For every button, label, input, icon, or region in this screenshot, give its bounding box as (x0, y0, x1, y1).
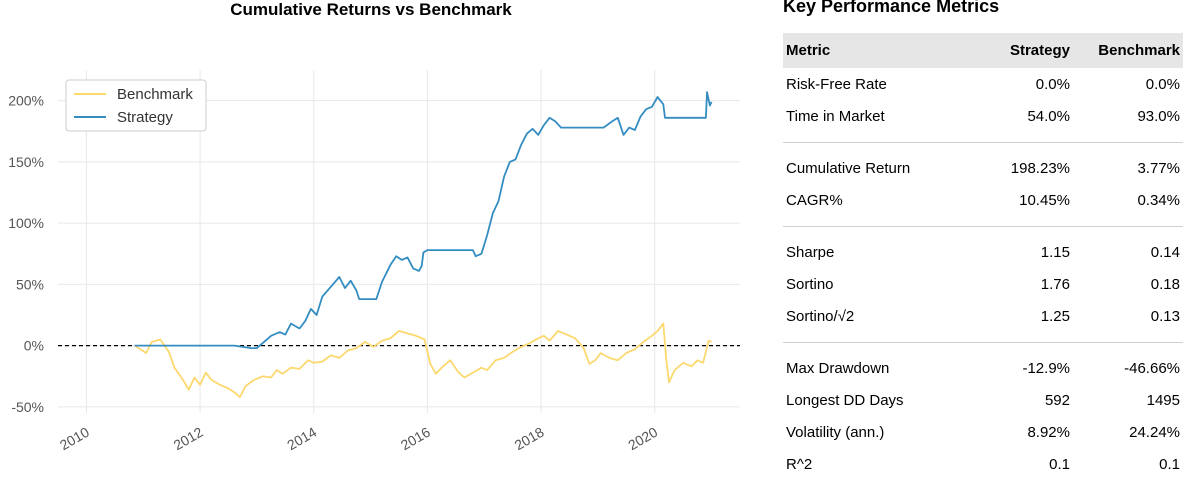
x-tick-label: 2018 (512, 424, 547, 454)
metric-name: Sortino (786, 275, 834, 293)
strategy-value: 10.45% (1019, 191, 1070, 209)
metric-row: Sortino 1.76 0.18 (783, 268, 1183, 300)
benchmark-value: 0.0% (1145, 75, 1180, 93)
header-metric: Metric (783, 33, 963, 68)
legend-label-benchmark: Benchmark (117, 86, 193, 103)
strategy-value: 0.1 (1049, 455, 1070, 473)
metric-row: Sharpe 1.15 0.14 (783, 236, 1183, 268)
header-strategy: Strategy (963, 33, 1073, 68)
x-tick-label: 2016 (398, 424, 433, 454)
x-tick-label: 2012 (171, 424, 206, 454)
strategy-value: 592 (1044, 391, 1070, 409)
metric-row: Sortino/√2 1.25 0.13 (783, 300, 1183, 332)
metric-row: R^2 0.1 0.1 (783, 448, 1183, 480)
metric-name: Max Drawdown (786, 359, 890, 377)
group-divider (783, 216, 1183, 236)
strategy-value: -12.9% (1022, 359, 1070, 377)
metrics-body: Risk-Free Rate 0.0% 0.0% Time in Market 54.0… (783, 68, 1183, 480)
header-benchmark: Benchmark (1073, 33, 1183, 68)
y-tick-label: 100% (8, 215, 44, 231)
chart-title: Cumulative Returns vs Benchmark (230, 0, 512, 19)
y-tick-label: 200% (8, 93, 44, 109)
series-benchmark-line (134, 322, 712, 398)
strategy-value: 1.25 (1040, 307, 1070, 325)
legend-label-strategy: Strategy (117, 109, 173, 126)
benchmark-value: 1495 (1146, 391, 1180, 409)
metric-name: Risk-Free Rate (786, 75, 887, 93)
metrics-title: Key Performance Metrics (783, 0, 1000, 16)
x-tick-label: 2010 (57, 424, 92, 454)
strategy-value: 0.0% (1035, 75, 1070, 93)
benchmark-value: -46.66% (1124, 359, 1180, 377)
legend-box (65, 79, 207, 132)
y-tick-label: 50% (16, 276, 44, 292)
metric-name: R^2 (786, 455, 813, 473)
chart-legend: Benchmark Strategy (65, 79, 207, 132)
metric-name: Longest DD Days (786, 391, 904, 409)
y-tick-label: 0% (24, 338, 44, 354)
chart-canvas: Cumulative Returns vs Benchmark -50% 0% 50… (8, 0, 740, 454)
series-strategy-line (134, 91, 713, 349)
y-axis-ticks: -50% 0% 50% 100% 150% 200% (8, 93, 44, 415)
metric-row: Max Drawdown -12.9% -46.66% (783, 352, 1183, 384)
benchmark-value: 0.18 (1150, 275, 1180, 293)
strategy-value: 198.23% (1010, 159, 1070, 177)
benchmark-value: 24.24% (1129, 423, 1180, 441)
y-tick-label: 150% (8, 154, 44, 170)
metric-name: Sharpe (786, 243, 835, 261)
metric-row: Volatility (ann.) 8.92% 24.24% (783, 416, 1183, 448)
metric-row: Cumulative Return 198.23% 3.77% (783, 152, 1183, 184)
x-tick-label: 2020 (625, 424, 660, 454)
benchmark-value: 0.14 (1150, 243, 1180, 261)
metric-row: Longest DD Days 592 1495 (783, 384, 1183, 416)
cumulative-returns-chart: Cumulative Returns vs Benchmark -50% 0% 50… (8, 0, 740, 454)
series-lines (134, 91, 713, 398)
metric-row: CAGR% 10.45% 0.34% (783, 184, 1183, 216)
benchmark-value: 0.13 (1150, 307, 1180, 325)
benchmark-value: 93.0% (1137, 107, 1180, 125)
benchmark-value: 0.34% (1137, 191, 1180, 209)
metric-name: Cumulative Return (786, 159, 911, 177)
metric-name: Volatility (ann.) (786, 423, 885, 441)
metrics-header-row: Metric Strategy Benchmark (783, 33, 1183, 68)
strategy-value: 1.15 (1040, 243, 1070, 261)
metric-row: Time in Market 54.0% 93.0% (783, 100, 1183, 132)
y-tick-label: -50% (11, 399, 44, 415)
x-axis-ticks: 2010 2012 2014 2016 2018 2020 (57, 424, 660, 454)
metric-name: CAGR% (786, 191, 843, 209)
group-divider (783, 332, 1183, 352)
metric-name: Sortino/√2 (786, 307, 855, 325)
x-tick-label: 2014 (284, 424, 319, 454)
group-divider (783, 132, 1183, 152)
benchmark-value: 0.1 (1159, 455, 1180, 473)
metric-name: Time in Market (786, 107, 885, 125)
metric-row: Risk-Free Rate 0.0% 0.0% (783, 68, 1183, 100)
strategy-value: 54.0% (1027, 107, 1070, 125)
strategy-value: 8.92% (1027, 423, 1070, 441)
benchmark-value: 3.77% (1137, 159, 1180, 177)
strategy-value: 1.76 (1040, 275, 1070, 293)
metrics-table: Metric Strategy Benchmark Risk-Free Rate… (783, 33, 1183, 480)
